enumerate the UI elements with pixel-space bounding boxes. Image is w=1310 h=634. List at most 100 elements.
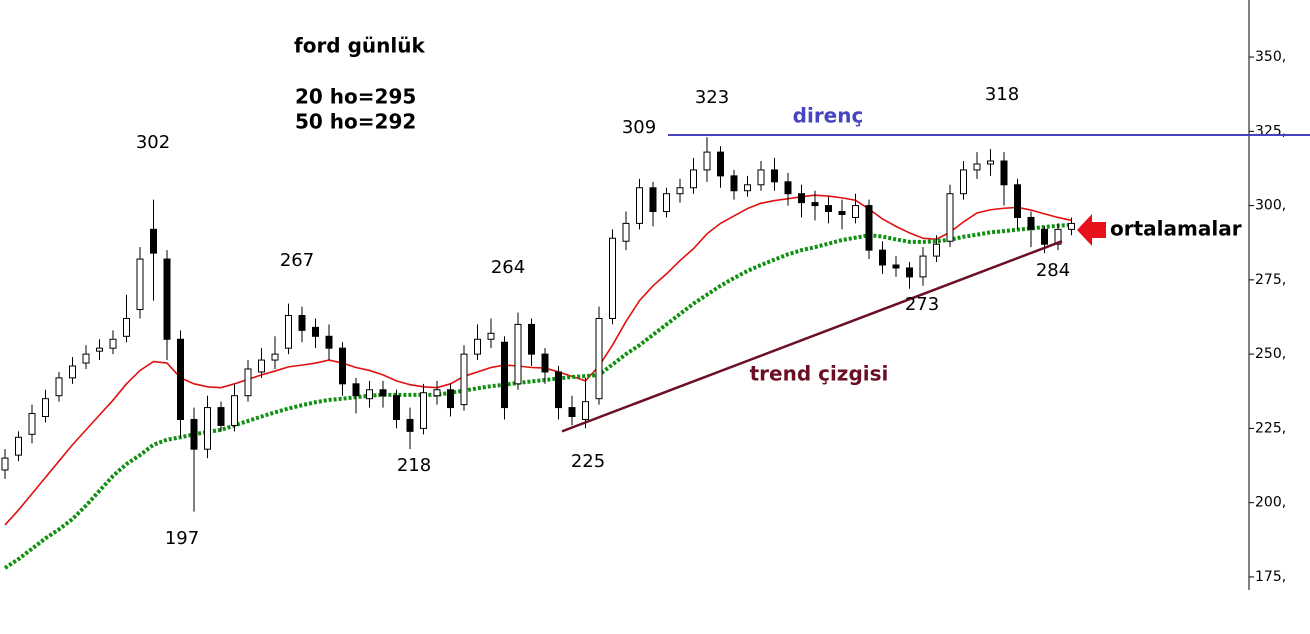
candle-body — [406, 418, 414, 432]
y-tick-label: 325, — [1255, 123, 1286, 139]
candle-body — [136, 258, 144, 311]
annotation: 273 — [905, 294, 939, 315]
annotation: 323 — [695, 87, 729, 108]
y-tick-label: 200, — [1255, 495, 1286, 511]
annotation: 284 — [1036, 260, 1070, 281]
candle-body — [1054, 228, 1062, 245]
candle-body — [244, 368, 252, 397]
y-tick-label: 300, — [1255, 198, 1286, 214]
candle-body — [298, 314, 306, 331]
candle-body — [420, 392, 427, 429]
candle-body — [312, 326, 319, 337]
candle-body — [393, 395, 400, 420]
annotation: 309 — [622, 117, 656, 138]
candle-body — [271, 353, 279, 361]
candle-body — [55, 377, 63, 397]
trend-line — [561, 240, 1063, 433]
candle-body — [541, 353, 549, 373]
candle-body — [204, 407, 211, 450]
pointer-label: ortalamalar — [1110, 217, 1242, 241]
y-tick-label: 225, — [1255, 420, 1286, 436]
candle-body — [744, 184, 751, 192]
candle-body — [1041, 228, 1048, 245]
candle-body — [919, 255, 927, 278]
candle-body — [352, 383, 360, 397]
candle-body — [825, 205, 832, 213]
note: 50 ho=292 — [295, 110, 416, 134]
candle-body — [555, 371, 562, 409]
candle-body — [163, 258, 171, 340]
candle-body — [663, 193, 670, 213]
annotation: 197 — [165, 528, 199, 549]
annotation: 264 — [491, 257, 525, 278]
y-tick-label: 350, — [1255, 49, 1286, 65]
annotation: 302 — [136, 132, 170, 153]
candle-body — [285, 314, 292, 349]
candle-body — [190, 418, 198, 450]
candle-body — [474, 338, 481, 355]
note: 20 ho=295 — [295, 85, 416, 109]
candle-body — [852, 205, 859, 218]
candle-body — [784, 181, 792, 195]
candle-body — [946, 193, 954, 242]
candle-body — [123, 317, 130, 337]
candle-body — [514, 323, 522, 385]
y-tick-label: 250, — [1255, 346, 1286, 362]
candle-body — [460, 353, 468, 406]
candle-body — [1, 457, 9, 471]
candle-body — [757, 169, 765, 186]
pointer-arrow — [1077, 214, 1106, 246]
candle-body — [96, 347, 103, 352]
candle-body — [703, 151, 711, 171]
moving-average — [3, 222, 1072, 570]
candle-body — [231, 395, 238, 426]
resistance-label: direnç — [793, 104, 864, 128]
candle-body — [1027, 216, 1035, 230]
candle-body — [892, 264, 900, 269]
candle-body — [838, 211, 846, 215]
candle-body — [28, 413, 36, 435]
candle-body — [217, 407, 225, 426]
candle-body — [528, 323, 535, 355]
candle-body — [339, 347, 346, 385]
candle-body — [15, 436, 22, 456]
candle-body — [690, 169, 697, 189]
candle-body — [379, 389, 387, 397]
annotation: 225 — [571, 451, 605, 472]
candle-body — [649, 187, 657, 213]
candle-body — [933, 243, 940, 257]
candle-body — [973, 163, 981, 171]
candle-body — [258, 359, 265, 373]
candle-body — [82, 353, 90, 364]
candle-body — [865, 205, 873, 251]
candle-body — [609, 237, 616, 319]
candle-body — [595, 317, 603, 400]
candle-body — [906, 267, 913, 278]
candle-body — [150, 228, 157, 254]
candle-body — [501, 341, 508, 409]
candle-body — [42, 398, 49, 418]
candle-body — [636, 187, 643, 224]
candle-body — [879, 249, 886, 266]
moving-average — [4, 194, 1072, 526]
candle-body — [987, 160, 994, 165]
candle-body — [730, 175, 738, 192]
candle-body — [69, 365, 76, 379]
candle-body — [109, 338, 117, 349]
candle-body — [1000, 160, 1008, 186]
candle-body — [325, 335, 333, 349]
chart-title: ford günlük — [294, 34, 425, 58]
candle-body — [771, 169, 778, 183]
y-tick-label: 175, — [1255, 569, 1286, 585]
candle-body — [676, 187, 684, 195]
candle-body — [366, 389, 373, 400]
candle-body — [568, 407, 576, 418]
annotation: 267 — [280, 250, 314, 271]
candle-body — [447, 389, 454, 409]
annotation: 218 — [397, 455, 431, 476]
candle-body — [177, 338, 184, 420]
y-tick-label: 275, — [1255, 272, 1286, 288]
candle-body — [433, 389, 441, 397]
candle-body — [1068, 222, 1075, 230]
